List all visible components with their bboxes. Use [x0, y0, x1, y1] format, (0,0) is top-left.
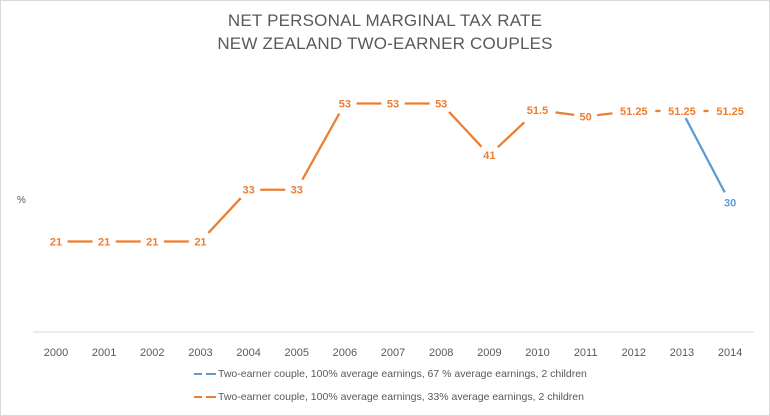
series-segment: [207, 197, 242, 234]
series-segment: [448, 111, 483, 148]
series-lines: [67, 102, 726, 243]
data-label: 21: [98, 236, 110, 248]
x-tick-label: 2002: [140, 347, 164, 359]
x-tick-label: 2008: [429, 347, 453, 359]
x-tick-label: 2001: [92, 347, 116, 359]
series-segment: [555, 111, 575, 116]
chart-title: NET PERSONAL MARGINAL TAX RATE: [227, 11, 543, 30]
data-label: 53: [435, 98, 447, 110]
legend-entry-67pct[interactable]: Two-earner couple, 100% average earnings…: [194, 368, 587, 380]
y-axis-label: %: [17, 195, 26, 206]
x-tick-labels: 2000 2001 2002 2003 2004 2005 2006 2007 2008 2009…: [44, 347, 743, 359]
x-tick-label: 2003: [188, 347, 212, 359]
legend-line-orange-icon: [194, 392, 216, 402]
data-label: 53: [387, 98, 399, 110]
data-label: 33: [291, 185, 303, 197]
data-label: 21: [50, 236, 62, 248]
data-label: 41: [483, 150, 495, 162]
x-tick-label: 2004: [236, 347, 260, 359]
x-tick-label: 2000: [44, 347, 68, 359]
data-label: 21: [194, 236, 206, 248]
data-label: 30: [724, 198, 736, 210]
x-tick-label: 2007: [381, 347, 405, 359]
data-label: 51.25: [668, 106, 696, 118]
data-label: 51.25: [620, 106, 648, 118]
legend-label: Two-earner couple, 100% average earnings…: [218, 391, 584, 403]
data-label: 50: [580, 111, 592, 123]
data-label: 21: [146, 236, 158, 248]
legend-label: Two-earner couple, 100% average earnings…: [218, 368, 587, 380]
series-segment: [497, 121, 526, 149]
x-tick-label: 2009: [477, 347, 501, 359]
data-label: 53: [339, 98, 351, 110]
x-tick-label: 2005: [285, 347, 309, 359]
series-segment: [684, 117, 726, 193]
x-tick-label: 2014: [718, 347, 742, 359]
legend-entry-33pct[interactable]: Two-earner couple, 100% average earnings…: [194, 391, 584, 403]
series-segment: [597, 112, 613, 117]
data-labels: 30 21 21 21 21 33 33 53 53 53 41 51.5 50 51.25 51.25 51…: [50, 98, 744, 248]
x-tick-label: 2011: [574, 347, 598, 359]
series-segment: [301, 113, 341, 181]
legend-line-blue-icon: [194, 369, 216, 379]
data-label: 51.5: [527, 105, 548, 117]
data-label: 33: [242, 185, 254, 197]
x-tick-label: 2006: [333, 347, 357, 359]
data-label: 51.25: [716, 106, 744, 118]
chart-subtitle: NEW ZEALAND TWO-EARNER COUPLES: [217, 34, 553, 53]
x-tick-label: 2013: [670, 347, 694, 359]
x-tick-label: 2010: [525, 347, 549, 359]
x-tick-label: 2012: [622, 347, 646, 359]
